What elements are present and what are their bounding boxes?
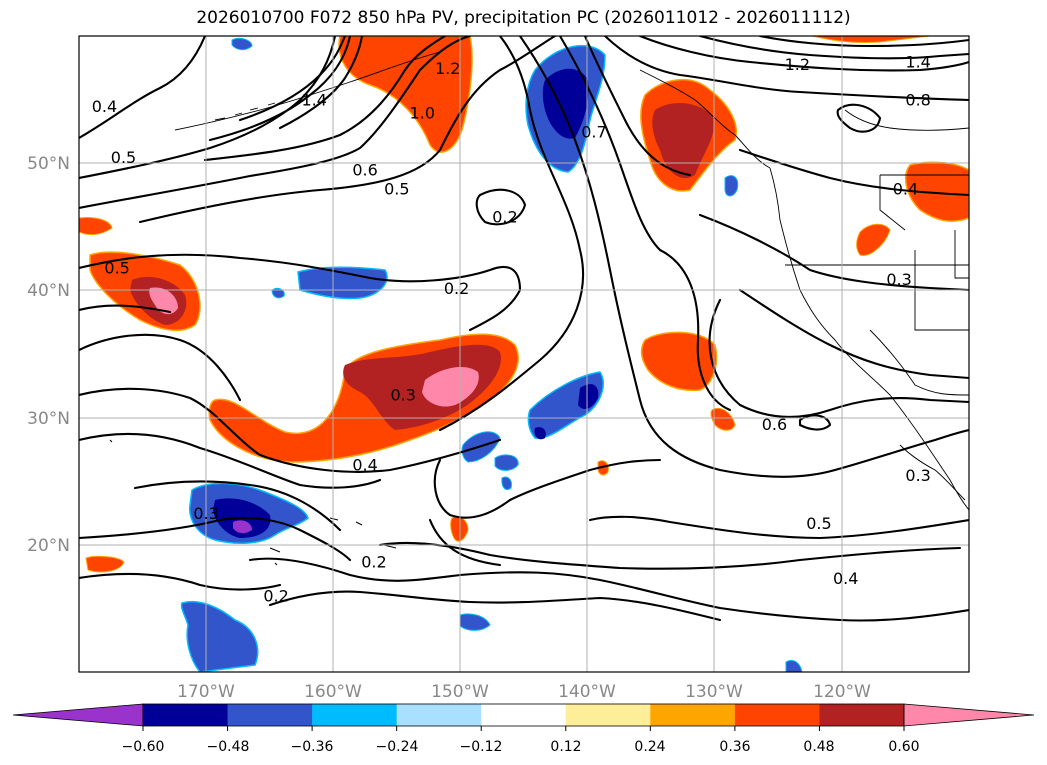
contour-label: 0.3 bbox=[905, 466, 930, 485]
colorbar-swatches bbox=[12, 703, 1035, 727]
colorbar-swatch bbox=[819, 704, 905, 726]
contour-label: 0.8 bbox=[905, 91, 930, 110]
colorbar-swatch bbox=[312, 704, 398, 726]
contour-label: 0.4 bbox=[833, 569, 858, 588]
colorbar-label-7: 0.36 bbox=[719, 739, 750, 755]
contour-label: 0.2 bbox=[444, 279, 469, 298]
colorbar-label-2: −0.36 bbox=[291, 739, 334, 755]
contour-label: 0.3 bbox=[886, 270, 911, 289]
contour-label: 1.4 bbox=[301, 91, 326, 110]
contour-label: 0.2 bbox=[361, 552, 386, 571]
contour-label: 0.7 bbox=[581, 122, 606, 141]
lon-tick-170w: 170°W bbox=[177, 682, 235, 702]
colorbar-extend-high bbox=[903, 703, 1035, 727]
lat-tick-30: 30°N bbox=[27, 409, 70, 429]
contour-label: 0.5 bbox=[384, 180, 409, 199]
lon-tick-140w: 140°W bbox=[558, 682, 616, 702]
colorbar-label-1: −0.48 bbox=[207, 739, 250, 755]
lon-tick-labels: 170°W 160°W 150°W 140°W 130°W 120°W bbox=[177, 682, 871, 702]
colorbar-outline bbox=[142, 703, 905, 727]
contour-label: 0.5 bbox=[806, 514, 831, 533]
contour-label: 0.5 bbox=[111, 148, 136, 167]
colorbar-label-5: 0.12 bbox=[550, 739, 581, 755]
islands bbox=[109, 439, 397, 566]
colorbar-label-9: 0.60 bbox=[888, 739, 919, 755]
pv-contours bbox=[79, 36, 969, 622]
contour-label: 1.2 bbox=[435, 59, 460, 78]
contour-label: 1.0 bbox=[410, 103, 435, 122]
contour-label: 0.2 bbox=[492, 208, 517, 227]
contour-label: 0.3 bbox=[193, 504, 218, 523]
contour-label: 1.4 bbox=[905, 52, 930, 71]
colorbar: −0.60 −0.48 −0.36 −0.24 −0.12 0.12 0.24 … bbox=[12, 703, 1035, 755]
contour-label: 0.5 bbox=[104, 259, 129, 278]
colorbar-swatch bbox=[565, 704, 651, 726]
lon-tick-160w: 160°W bbox=[304, 682, 362, 702]
colorbar-swatch bbox=[481, 704, 567, 726]
colorbar-swatch bbox=[143, 704, 229, 726]
lon-tick-150w: 150°W bbox=[431, 682, 489, 702]
coastlines bbox=[174, 51, 969, 511]
lat-tick-50: 50°N bbox=[27, 154, 70, 174]
lat-tick-labels: 50°N 40°N 30°N 20°N bbox=[27, 154, 70, 556]
colorbar-label-8: 0.48 bbox=[803, 739, 834, 755]
colorbar-swatch bbox=[227, 704, 313, 726]
gridlines bbox=[79, 36, 969, 672]
colorbar-extend-low bbox=[12, 703, 144, 727]
lon-tick-130w: 130°W bbox=[685, 682, 743, 702]
colorbar-label-3: −0.24 bbox=[376, 739, 419, 755]
contour-label: 0.6 bbox=[762, 415, 787, 434]
colorbar-swatch bbox=[650, 704, 736, 726]
lat-tick-40: 40°N bbox=[27, 281, 70, 301]
chart-title: 2026010700 F072 850 hPa PV, precipitatio… bbox=[196, 8, 851, 28]
contour-label: 0.4 bbox=[92, 97, 117, 116]
contour-label: 1.2 bbox=[785, 55, 810, 74]
lat-tick-20: 20°N bbox=[27, 536, 70, 556]
lon-tick-120w: 120°W bbox=[813, 682, 871, 702]
colorbar-swatch bbox=[396, 704, 482, 726]
contour-label: 0.6 bbox=[352, 161, 377, 180]
contour-labels: 0.4 0.5 1.4 1.2 1.0 0.6 0.5 0.2 0.5 0.2 0.3 0.4 0.3 0… bbox=[92, 52, 931, 606]
contour-label: 0.3 bbox=[390, 386, 415, 405]
map-panel[interactable]: 0.4 0.5 1.4 1.2 1.0 0.6 0.5 0.2 0.5 0.2 0.3 0.4 0.3 0… bbox=[78, 35, 970, 673]
colorbar-tick-labels: −0.60 −0.48 −0.36 −0.24 −0.12 0.12 0.24 … bbox=[122, 739, 920, 755]
contour-label: 0.2 bbox=[263, 587, 288, 606]
colorbar-label-0: −0.60 bbox=[122, 739, 165, 755]
colorbar-label-6: 0.24 bbox=[634, 739, 665, 755]
contour-label: 0.4 bbox=[893, 180, 918, 199]
colorbar-swatch bbox=[734, 704, 820, 726]
colorbar-label-4: −0.12 bbox=[460, 739, 503, 755]
colorbar-ticks bbox=[142, 726, 905, 731]
contour-label: 0.4 bbox=[352, 456, 377, 475]
